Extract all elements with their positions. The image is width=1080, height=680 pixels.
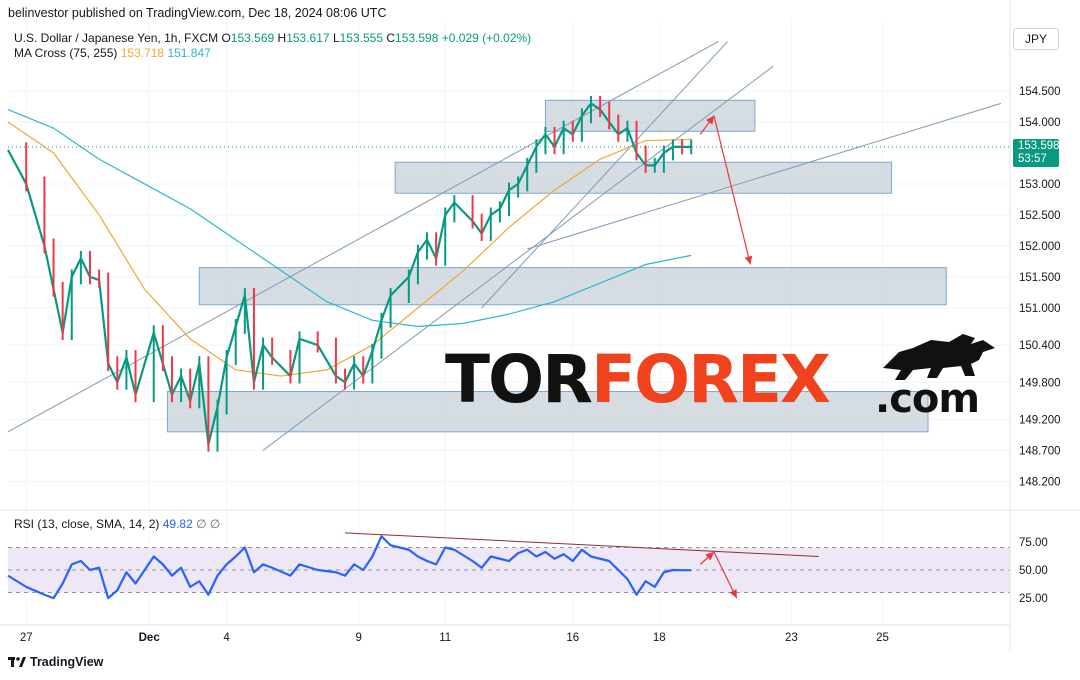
time-tick-label: 16 [566,632,579,644]
rsi-arrow-head [729,589,737,599]
rsi-pane [7,532,1010,600]
open-label: O [221,31,231,45]
ma-legend: MA Cross (75, 255) 153.718 151.847 [14,46,211,60]
low-label: L [332,31,340,45]
watermark-tor: TOR [445,341,593,418]
support-resistance-zones[interactable] [166,99,947,433]
last-price-tag: 153.598 53:57 [1013,138,1060,167]
ma-slow-line [7,109,692,328]
torforex-watermark: TORFOREX .com [445,330,1005,430]
price-tick-label: 152.500 [1019,210,1061,222]
time-tick-label: Dec [139,632,161,644]
tradingview-brand: TradingView [30,655,104,669]
forecast-arrow-head [744,255,753,265]
price-series [7,95,1010,452]
tradingview-icon [8,657,26,667]
currency-button[interactable]: JPY [1013,28,1059,50]
price-tick-label: 154.000 [1019,117,1061,129]
forecast-arrow-head [706,115,714,125]
price-tick-label: 154.500 [1019,86,1061,98]
rsi-tick-label: 25.00 [1019,593,1048,605]
publisher-line: belinvestor published on TradingView.com… [8,6,387,20]
price-zone [394,161,893,194]
price-tick-label: 153.000 [1019,179,1061,191]
rsi-line [7,535,692,600]
rsi-label: RSI (13, close, SMA, 14, 2) [14,517,160,531]
watermark-dotcom: .com [875,376,980,422]
channel-line [527,102,1002,250]
change-value: +0.029 (+0.02%) [441,31,532,45]
symbol-name: U.S. Dollar / Japanese Yen, 1h, FXCM [14,31,219,45]
price-tick-label: 148.700 [1019,445,1061,457]
forecast-arrows[interactable] [699,115,753,265]
close-value: 153.598 [395,31,439,45]
price-tick-label: 151.500 [1019,272,1061,284]
moving-averages [7,109,692,377]
high-value: 153.617 [286,31,330,45]
time-tick-label: 25 [876,632,889,644]
bar-countdown: 53:57 [1018,152,1047,165]
price-tick-label: 149.800 [1019,377,1061,389]
rsi-value: 49.82 [162,517,193,531]
bull-icon [883,334,995,380]
price-tick-label: 150.400 [1019,340,1061,352]
price-tick-label: 151.000 [1019,303,1061,315]
watermark-wordmark: TORFOREX [445,340,831,420]
time-tick-label: 11 [439,632,451,644]
last-price: 153.598 [1018,139,1060,152]
watermark-forex: FOREX [590,341,831,418]
time-tick-label: 27 [20,632,33,644]
time-tick-label: 9 [355,632,361,644]
price-line [7,102,692,446]
time-tick-label: 4 [223,632,230,644]
price-zone [198,267,947,306]
price-zone [166,391,929,433]
ma-fast-line [7,121,692,377]
ma-fast-value: 153.718 [120,46,165,60]
rsi-tick-label: 75.00 [1019,537,1048,549]
rsi-arrow [713,551,738,599]
close-label: C [386,31,396,45]
price-tick-label: 148.200 [1019,476,1061,488]
time-tick-label: 18 [653,632,666,644]
rsi-tick-label: 50.00 [1019,565,1048,577]
ma-label: MA Cross (75, 255) [14,46,118,60]
rsi-extra: ∅ ∅ [196,517,221,531]
open-value: 153.569 [230,31,275,45]
channel-line [262,65,774,451]
chart-grid [8,20,1010,625]
high-label: H [277,31,287,45]
tradingview-logo[interactable]: TradingView [8,655,103,669]
rsi-legend: RSI (13, close, SMA, 14, 2) 49.82 ∅ ∅ [14,517,220,531]
symbol-legend: U.S. Dollar / Japanese Yen, 1h, FXCM O15… [14,31,531,45]
time-tick-label: 23 [785,632,798,644]
rsi-trend-line [345,532,819,557]
price-tick-label: 149.200 [1019,414,1061,426]
price-tick-label: 152.000 [1019,241,1061,253]
channel-line [481,41,728,309]
rsi-arrow-head [705,552,714,561]
ma-slow-value: 151.847 [167,46,211,60]
forecast-arrow [713,115,751,265]
low-value: 153.555 [339,31,384,45]
price-zone [544,99,756,132]
axes: 154.500 154.000 153.000 152.500 152.000 151.5… [0,0,1080,650]
